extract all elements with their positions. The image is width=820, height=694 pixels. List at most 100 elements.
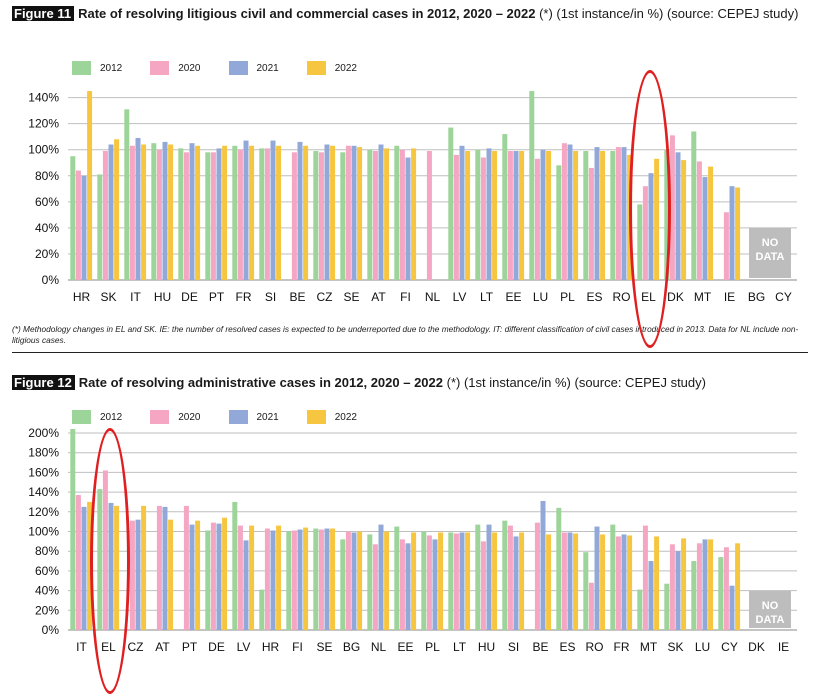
legend-item-2012: 2012 (72, 61, 122, 75)
bar-2022-RO (600, 534, 606, 630)
bar-2012-EE (394, 526, 400, 630)
bar-2021-IE (729, 186, 735, 280)
bar-2020-DE (183, 152, 189, 280)
figure-12-tag: Figure 12 (12, 375, 75, 390)
bar-2022-HU (168, 144, 174, 280)
bar-2020-HU (480, 541, 486, 630)
bar-2021-FR (621, 534, 627, 630)
bar-2012-FI (394, 145, 400, 280)
legend-item-2020: 2020 (150, 410, 201, 424)
figure-12-legend: 2012 2020 2021 2022 (72, 410, 385, 424)
bar-2020-EE (399, 539, 405, 630)
bar-2021-ES (594, 147, 600, 280)
x-tick-label: NL (425, 290, 441, 304)
bar-2020-AT (372, 151, 378, 280)
bar-2022-LT (492, 151, 498, 280)
x-tick-label: AT (155, 640, 170, 654)
figure-12-no-data-box: NO DATA (749, 590, 791, 628)
bar-2012-PL (556, 165, 562, 280)
bar-2022-FI (411, 148, 417, 280)
bar-2021-HR (81, 175, 87, 280)
x-tick-label: ES (559, 640, 575, 654)
bar-2020-SE (318, 529, 324, 630)
bar-2021-NL (378, 524, 384, 630)
bar-2020-IT (129, 145, 135, 280)
y-tick-label: 20% (35, 603, 59, 617)
x-tick-label: HU (478, 640, 495, 654)
bar-2021-LU (702, 539, 708, 630)
bar-2020-LT (480, 157, 486, 280)
bar-2021-LU (540, 149, 546, 280)
bar-2020-BE (534, 522, 540, 630)
bar-2012-HU (475, 524, 481, 630)
bar-2022-PT (195, 520, 201, 630)
bar-2020-RO (588, 582, 594, 630)
x-tick-label: LU (533, 290, 548, 304)
legend-swatch (228, 410, 248, 424)
y-tick-label: 200% (28, 426, 59, 440)
bar-2020-AT (156, 505, 162, 630)
bar-2022-SI (519, 532, 525, 630)
bar-2012-AT (367, 149, 373, 280)
highlight-ellipse (90, 428, 130, 694)
bar-2012-SE (313, 528, 319, 630)
legend-label: 2022 (334, 411, 357, 423)
bar-2020-ES (561, 532, 567, 630)
x-tick-label: RO (586, 640, 604, 654)
bar-2012-LT (475, 149, 481, 280)
figure-11-legend: 2012 2020 2021 2022 (72, 61, 385, 75)
bar-2022-ES (573, 533, 579, 630)
x-tick-label: FI (292, 640, 303, 654)
bar-2022-MT (654, 536, 660, 630)
x-tick-label: IT (130, 290, 141, 304)
bar-2021-FR (243, 140, 249, 280)
x-tick-label: AT (371, 290, 386, 304)
bar-2021-PT (216, 148, 222, 280)
legend-label: 2022 (334, 62, 357, 74)
bar-2022-LT (465, 532, 471, 630)
bar-2012-HU (151, 143, 157, 280)
bar-2021-SI (270, 140, 276, 280)
bar-2012-LU (691, 561, 697, 630)
bar-2012-LU (529, 91, 535, 280)
bar-2012-FI (286, 531, 292, 630)
bar-2022-BE (546, 534, 552, 630)
legend-item-2022: 2022 (306, 410, 357, 424)
bar-2021-IT (81, 506, 87, 630)
figure-11-footnote: (*) Methodology changes in EL and SK. IE… (12, 324, 799, 345)
bar-2021-PL (567, 144, 573, 280)
bar-2012-EE (502, 134, 508, 280)
bar-2021-SE (324, 528, 330, 630)
y-tick-label: 160% (28, 465, 59, 479)
y-tick-label: 180% (28, 446, 59, 460)
x-tick-label: ES (586, 290, 602, 304)
bar-2020-DK (669, 135, 675, 280)
bar-2020-LU (534, 158, 540, 280)
bar-2020-LT (453, 533, 459, 630)
x-tick-label: CY (775, 290, 792, 304)
bar-2020-FI (399, 149, 405, 280)
bar-2012-LV (448, 127, 454, 280)
figure-12-title-note: (*) (1st instance/in %) (source: CEPEJ s… (443, 375, 706, 390)
bar-2012-SK (664, 583, 670, 630)
bar-2012-MT (691, 131, 697, 280)
bar-2012-NL (367, 534, 373, 630)
y-tick-label: 40% (35, 221, 59, 235)
bar-2022-BG (357, 531, 363, 630)
bar-2022-SE (357, 147, 363, 280)
legend-label: 2020 (178, 411, 201, 423)
x-tick-label: LV (453, 290, 467, 304)
bar-2022-SK (681, 538, 687, 630)
figure-12-title-text: Rate of resolving administrative cases i… (78, 375, 443, 390)
bar-2020-MT (642, 525, 648, 630)
bar-2022-PT (222, 145, 228, 280)
bar-2020-LV (237, 525, 243, 630)
bar-2012-SE (340, 152, 346, 280)
legend-swatch (150, 410, 170, 424)
x-tick-label: LT (480, 290, 494, 304)
bar-2020-PL (426, 535, 432, 630)
bar-2012-SI (259, 148, 265, 280)
legend-label: 2020 (178, 62, 201, 74)
bar-2022-DE (222, 517, 228, 630)
x-tick-label: BE (289, 290, 305, 304)
